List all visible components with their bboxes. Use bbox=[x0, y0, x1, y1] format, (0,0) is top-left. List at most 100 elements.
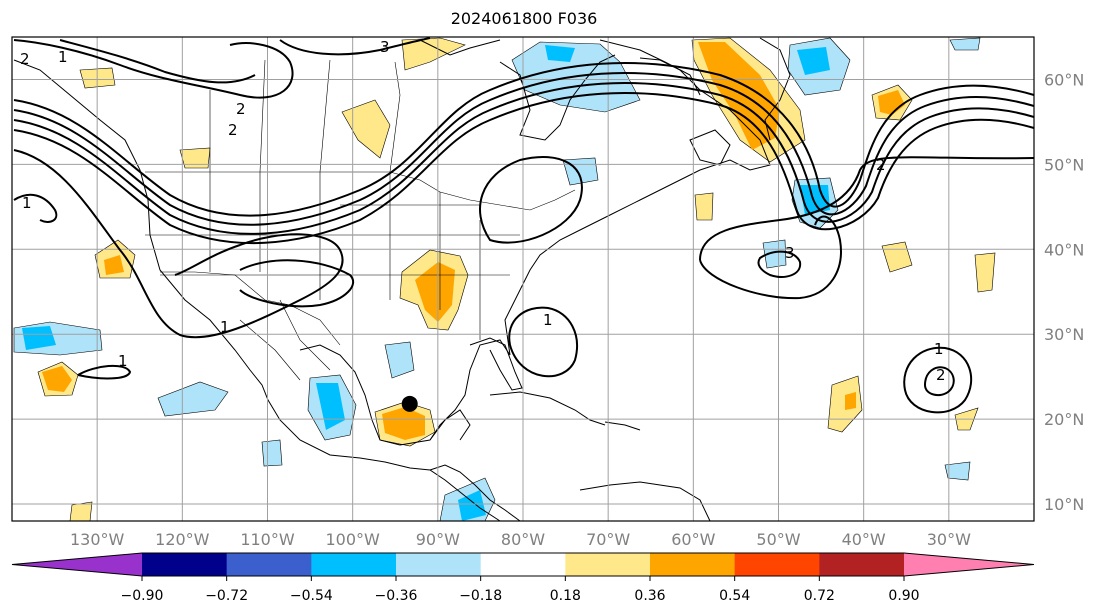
trough-contour-west bbox=[13, 149, 344, 339]
colorbar-swatch bbox=[565, 553, 651, 576]
province-lines bbox=[209, 59, 401, 173]
map-panel: 1 2 3 1 1 1 1 3 1 2 2 2 2 bbox=[11, 36, 1035, 522]
latitude-labels: 60°N 50°N 40°N 30°N 20°N 10°N bbox=[1044, 70, 1084, 514]
jet-contour-1 bbox=[13, 62, 1035, 217]
longitude-labels: 130°W 120°W 110°W 100°W 90°W 80°W 70°W 60°W 50°W… bbox=[70, 530, 971, 549]
colorbar-swatch bbox=[142, 553, 228, 576]
colorbar-tick-label: 0.18 bbox=[550, 588, 581, 604]
shade-pos-newf bbox=[694, 192, 714, 221]
colorbar bbox=[11, 552, 1035, 577]
storm-location-marker bbox=[401, 395, 418, 412]
shade-pos-pac1-core bbox=[42, 366, 72, 392]
contour-label-10: 2 bbox=[936, 366, 946, 384]
coastlines bbox=[13, 37, 791, 522]
colorbar-tick-label: 0.54 bbox=[719, 588, 750, 604]
longitude-label: 60°W bbox=[671, 530, 715, 549]
coast-south-america bbox=[579, 481, 711, 522]
coast-cuba bbox=[489, 391, 606, 426]
plains-contour bbox=[239, 259, 355, 308]
contour-label-7: 1 bbox=[543, 311, 553, 329]
colorbar-tick-label: −0.36 bbox=[375, 588, 418, 604]
subtropical-ridge bbox=[699, 156, 1035, 261]
coast-hispaniola bbox=[604, 421, 641, 431]
colorbar-overflow-arrow bbox=[904, 553, 1034, 576]
border-us-canada bbox=[145, 171, 576, 211]
bermuda-contour bbox=[757, 250, 802, 278]
contour-lines bbox=[13, 37, 1035, 414]
colorbar-tick-label: −0.18 bbox=[459, 588, 502, 604]
colorbar-swatch bbox=[819, 553, 905, 576]
colorbar-tick-label: 0.36 bbox=[634, 588, 665, 604]
longitude-label: 30°W bbox=[927, 530, 971, 549]
coast-newfoundland bbox=[689, 129, 731, 166]
contour-label-1: 1 bbox=[58, 48, 68, 66]
atlantic-low-2 bbox=[903, 346, 973, 414]
latitude-label: 40°N bbox=[1044, 240, 1084, 259]
state-lines-2 bbox=[145, 204, 520, 276]
shade-pos-atl-core bbox=[845, 392, 856, 410]
contour-label-9: 1 bbox=[934, 340, 944, 358]
shade-pos-e2 bbox=[69, 501, 93, 522]
colorbar-swatch bbox=[226, 553, 312, 576]
longitude-label: 130°W bbox=[70, 530, 125, 549]
contour-label-4: 1 bbox=[22, 194, 32, 212]
atlantic-low-1 bbox=[508, 306, 578, 378]
alaska-contour-2 bbox=[59, 39, 256, 84]
latitude-label: 10°N bbox=[1044, 495, 1084, 514]
colorbar-underflow-arrow bbox=[12, 553, 142, 576]
contour-label-11: 2 bbox=[876, 156, 886, 174]
shade-pos-far bbox=[974, 252, 996, 293]
contour-labels: 1 2 3 1 1 1 1 3 1 2 2 2 2 bbox=[20, 38, 946, 384]
atlantic-low-3 bbox=[923, 366, 955, 397]
pacific-contour bbox=[13, 193, 58, 223]
longitude-label: 70°W bbox=[586, 530, 630, 549]
jet-contour-2 bbox=[13, 72, 1035, 226]
colorbar-swatch bbox=[480, 553, 566, 576]
shade-pos-campeche-core bbox=[382, 407, 425, 440]
contour-label-6: 1 bbox=[220, 318, 230, 336]
shade-neg-gulf bbox=[384, 341, 415, 379]
coast-west-north-america bbox=[13, 59, 501, 522]
coast-gulf-mexico bbox=[299, 57, 771, 446]
colorbar-swatch bbox=[311, 553, 397, 576]
pacific-contour-2 bbox=[77, 364, 132, 380]
coast-central-america bbox=[429, 464, 521, 522]
shade-neg-e3 bbox=[949, 37, 981, 51]
colorbar-labels: −0.90 −0.72 −0.54 −0.36 −0.18 0.18 0.36 0.54 0.7… bbox=[121, 576, 920, 604]
east-ridge-contour bbox=[479, 155, 583, 244]
map-title: 2024061800 F036 bbox=[450, 9, 598, 28]
subtropical-ridge-2 bbox=[699, 215, 842, 300]
colorbar-swatch bbox=[650, 553, 736, 576]
shade-pos-bc bbox=[179, 147, 211, 169]
longitude-label: 120°W bbox=[155, 530, 210, 549]
colorbar-tick-label: −0.72 bbox=[205, 588, 248, 604]
longitude-label: 40°W bbox=[842, 530, 886, 549]
contour-label-8: 3 bbox=[785, 244, 795, 262]
north-contour bbox=[279, 37, 431, 56]
political-borders bbox=[145, 59, 576, 381]
shade-neg-pac2 bbox=[157, 381, 229, 417]
shade-neg-midatl bbox=[762, 239, 787, 269]
mexico-states bbox=[239, 299, 331, 381]
latitude-label: 30°N bbox=[1044, 325, 1084, 344]
latitude-label: 20°N bbox=[1044, 410, 1084, 429]
shade-pos-sask bbox=[341, 99, 391, 159]
jet-contour-3 bbox=[13, 82, 1035, 235]
map-frame bbox=[11, 36, 1035, 522]
contour-label-13: 2 bbox=[20, 50, 30, 68]
coast-yucatan bbox=[429, 409, 471, 441]
longitude-label: 110°W bbox=[240, 530, 295, 549]
jet-contour-4 bbox=[13, 92, 1035, 245]
shade-neg-hudson-core bbox=[545, 45, 575, 62]
colorbar-tick-label: −0.54 bbox=[290, 588, 333, 604]
colorbar-swatch bbox=[734, 553, 820, 576]
shade-neg-e2 bbox=[944, 461, 971, 481]
coast-florida bbox=[469, 337, 523, 391]
contour-label-12: 2 bbox=[236, 100, 246, 118]
shade-neg-nwatl-core bbox=[797, 47, 830, 75]
shade-pos-pac2-core bbox=[104, 255, 124, 275]
contour-label-5: 1 bbox=[118, 352, 128, 370]
colorbar-swatch bbox=[396, 553, 482, 576]
coast-hudson-bay bbox=[499, 54, 616, 141]
